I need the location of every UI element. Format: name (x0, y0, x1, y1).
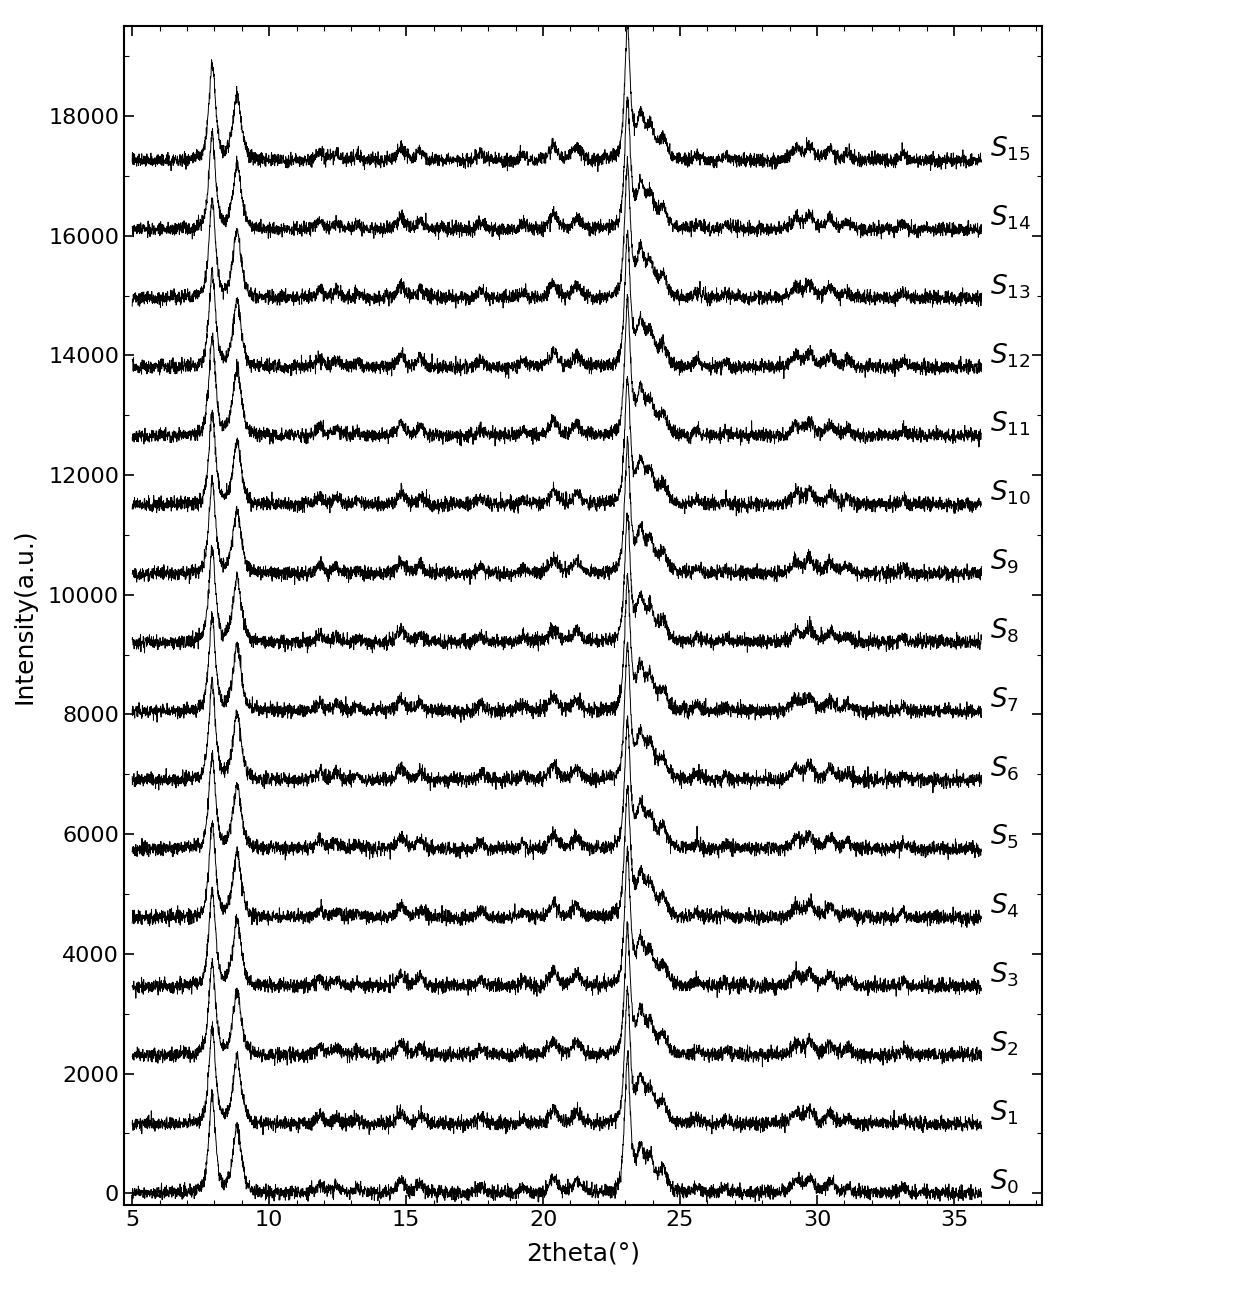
Text: $S_{12}$: $S_{12}$ (990, 341, 1030, 369)
Text: $S_{10}$: $S_{10}$ (990, 478, 1030, 507)
Text: $S_{4}$: $S_{4}$ (990, 892, 1019, 920)
Text: $S_{1}$: $S_{1}$ (990, 1098, 1018, 1127)
Text: $S_{7}$: $S_{7}$ (990, 685, 1018, 714)
Text: $S_{0}$: $S_{0}$ (990, 1167, 1019, 1196)
Y-axis label: Intensity(a.u.): Intensity(a.u.) (12, 528, 37, 703)
Text: $S_{3}$: $S_{3}$ (990, 960, 1018, 989)
Text: $S_{8}$: $S_{8}$ (990, 617, 1019, 645)
Text: $S_{2}$: $S_{2}$ (990, 1030, 1018, 1058)
Text: $S_{6}$: $S_{6}$ (990, 755, 1019, 782)
Text: $S_{15}$: $S_{15}$ (990, 135, 1030, 164)
Text: $S_{11}$: $S_{11}$ (990, 410, 1030, 439)
Text: $S_{14}$: $S_{14}$ (990, 203, 1030, 232)
X-axis label: 2theta(°): 2theta(°) (526, 1241, 640, 1265)
Text: $S_{5}$: $S_{5}$ (990, 823, 1018, 852)
Text: $S_{13}$: $S_{13}$ (990, 272, 1030, 301)
Text: $S_{9}$: $S_{9}$ (990, 548, 1019, 576)
